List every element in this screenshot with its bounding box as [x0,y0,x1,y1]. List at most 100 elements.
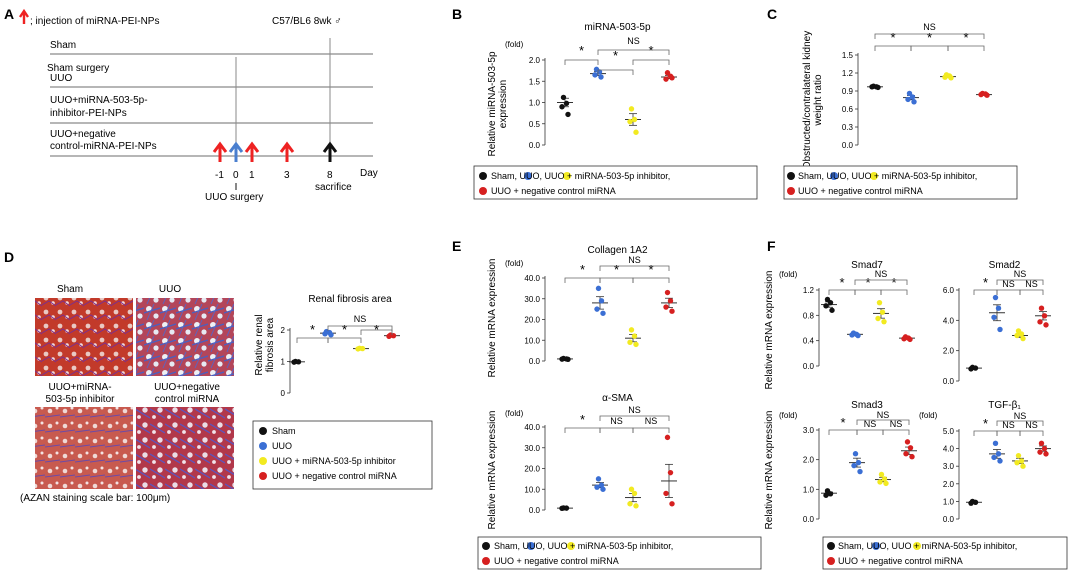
y-axis-label: Relative mRNA expression [487,259,498,378]
y-tick-label: 4.0 [943,316,955,325]
chart-renal-fibrosis: Renal fibrosis area Relative renal fibrosi… [254,294,400,398]
y-tick-label: 30.0 [524,444,540,453]
significance-label: * [579,43,584,58]
fold-label: (fold) [505,40,524,49]
image-label-inhibitor-line1: UUO+miRNA- [48,382,111,393]
legend-dot-control [479,187,487,195]
legend-uuo: UUO [272,441,292,451]
y-tick-label: 0.0 [529,506,541,515]
significance-label: NS [645,416,658,426]
y-tick-label: 0.0 [529,141,541,150]
red-arrow-icon [19,8,29,24]
panel-d: D Sham UUO UUO+miRNA- 503-5p inhibitor U… [4,249,433,504]
significance-label: NS [1002,420,1015,430]
data-point-uuo-mirna-503-5p-inhibitor [881,318,887,325]
data-point-uuo-negative-control-mirna [903,451,909,457]
significance-bracket [996,420,1044,426]
y-axis-label: Relative renal [254,314,265,375]
y-axis-label: fibrosis area [265,317,276,372]
legend-dot-sham [482,542,490,550]
legend-dot-control [259,472,267,480]
significance-label: * [983,275,988,290]
data-point-uuo-mirna-503-5p-inhibitor [633,341,639,348]
significance-label: * [840,415,845,430]
strain-label: C57/BL6 8wk ♂ [272,16,342,27]
significance-bracket [973,430,998,436]
data-point-uuo [598,482,605,488]
y-tick-label: 2.0 [529,56,541,65]
data-point-uuo [322,331,328,337]
data-point-sham [827,491,834,497]
legend-text-line2: UUO + negative control miRNA [491,186,616,196]
data-point-uuo [857,468,863,475]
legend-dot-uuo [830,172,838,180]
y-axis-label: expression [498,80,509,128]
legend-dot-control [827,557,835,565]
data-point-uuo [992,440,999,447]
data-point-uuo-negative-control-mirna [901,336,907,342]
data-point-uuo [905,96,911,103]
data-point-uuo-mirna-503-5p-inhibitor [1018,331,1025,337]
data-point-uuo [600,486,606,492]
data-point-sham [563,505,570,511]
data-point-uuo-negative-control-mirna [669,308,675,314]
group-sham: Sham [50,40,76,51]
legend-sham: Sham [272,426,296,436]
data-point-uuo-negative-control-mirna [1037,319,1043,325]
legend-dot-inhibitor [567,542,575,550]
significance-label: * [374,322,379,337]
y-axis-label: Obstructed/contralateral kidney [802,31,813,169]
significance-bracket [632,277,670,283]
data-point-sham [295,359,302,365]
panel-letter-f: F [767,238,776,254]
chart-kidney-weight-ratio: Obstructed/contralateral kidney weight ra… [802,22,992,169]
fold-label: (fold) [779,270,798,279]
significance-label: * [865,275,870,290]
significance-label: NS [354,314,367,324]
legend-dot-inhibitor [870,172,878,180]
y-tick-label: 2.0 [943,347,955,356]
significance-label: * [613,48,618,63]
data-point-uuo-mirna-503-5p-inhibitor [875,315,881,322]
data-point-uuo-negative-control-mirna [663,490,669,497]
data-point-uuo-mirna-503-5p-inhibitor [627,118,633,125]
chart-smad3: Smad3 (fold) Relative mRNA expression 0.0 1.… [764,400,917,529]
significance-label: NS [923,22,936,32]
y-tick-label: 2.0 [943,480,955,489]
chart-mirna-503-5p: miRNA-503-5p (fold) Relative miRNA-503-5p e… [487,22,677,157]
y-tick-label: 0.0 [842,141,854,150]
data-point-uuo-mirna-503-5p-inhibitor [1015,452,1022,459]
y-tick-label: 2.0 [803,456,815,465]
significance-bracket [828,429,858,435]
y-axis-label: Relative miRNA-503-5p [487,51,498,156]
y-tick-label: 0.5 [529,120,541,129]
data-point-uuo [995,451,1002,457]
chart-smad7: Smad7 (fold) Relative mRNA expression 0.0 0.… [764,260,915,389]
significance-bracket [564,427,601,433]
y-tick-label: 0.4 [803,337,815,346]
significance-label: * [310,322,315,337]
data-point-sham [560,94,567,101]
significance-bracket [1019,430,1044,436]
legend-text-line1: Sham, UUO, UUO + miRNA-503-5p inhibitor, [494,541,673,551]
data-point-uuo-mirna-503-5p-inhibitor [879,309,886,315]
data-point-uuo [855,332,861,339]
significance-bracket [599,265,670,271]
data-point-uuo [598,74,604,80]
data-point-uuo-mirna-503-5p-inhibitor [1014,332,1020,339]
legend-inhibitor: UUO + miRNA-503-5p inhibitor [272,456,396,466]
y-tick-label: 30.0 [524,295,540,304]
legend-dot-uuo [872,542,880,550]
significance-bracket [632,59,670,65]
data-point-uuo [911,99,917,105]
day-0: 0 [233,170,239,181]
fold-label: (fold) [779,411,798,420]
legend-text-line1: Sham, UUO, UUO + miRNA-503-5p inhibitor, [798,171,977,181]
data-point-uuo-negative-control-mirna [386,333,392,339]
significance-bracket [854,279,908,285]
data-point-sham [869,84,875,90]
significance-bracket [599,277,634,283]
data-point-sham [565,356,571,363]
data-point-uuo-negative-control-mirna [907,336,913,343]
data-point-uuo-mirna-503-5p-inhibitor [628,327,635,333]
